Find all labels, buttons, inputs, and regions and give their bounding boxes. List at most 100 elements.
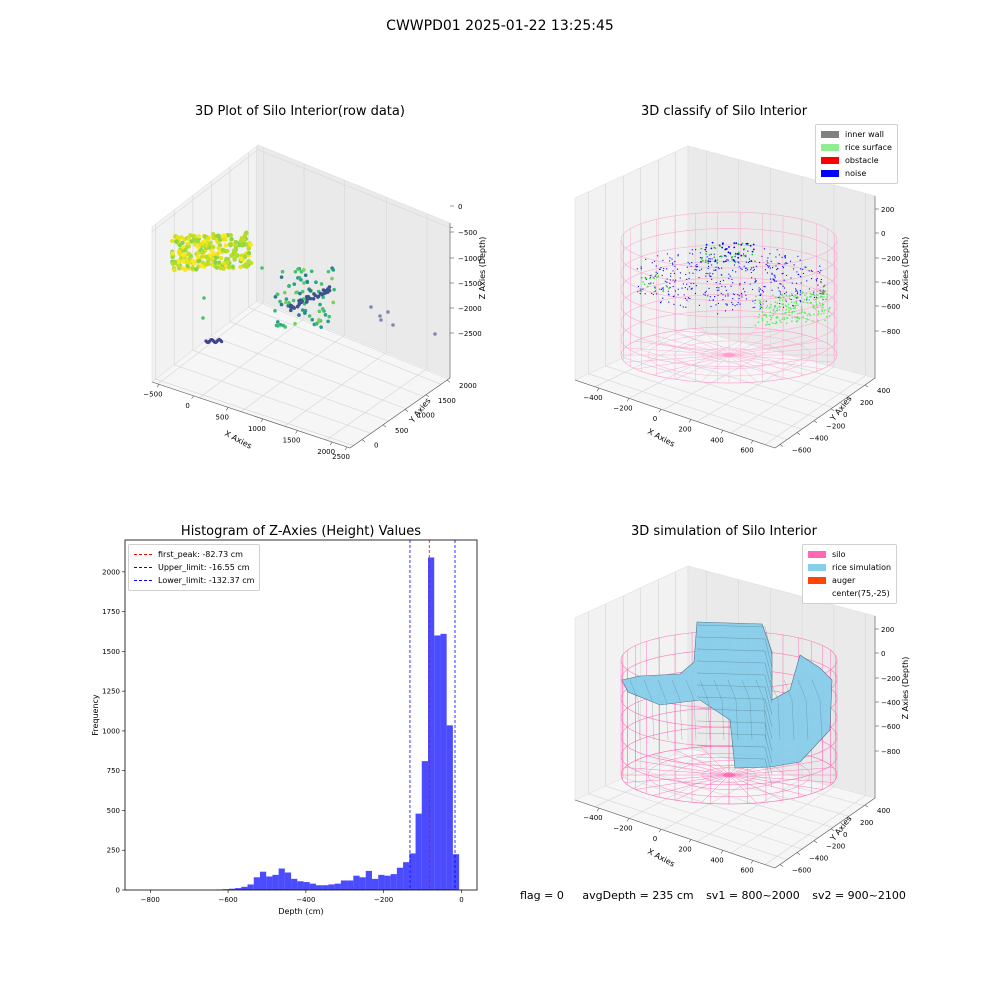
rice-surface-point bbox=[656, 276, 658, 279]
histogram-bar bbox=[253, 877, 260, 890]
noise-point bbox=[696, 266, 698, 268]
noise-point bbox=[769, 253, 771, 255]
x-tick bbox=[295, 430, 298, 434]
mesh-line bbox=[643, 679, 655, 741]
rice-surface-point bbox=[823, 309, 826, 312]
noise-point bbox=[745, 261, 747, 263]
noise-point bbox=[691, 261, 693, 264]
noise-point bbox=[795, 290, 797, 292]
noise-point bbox=[637, 291, 639, 293]
noise-point bbox=[654, 275, 656, 277]
noise-point bbox=[754, 299, 756, 301]
data-point bbox=[174, 239, 179, 244]
data-point bbox=[172, 267, 177, 273]
noise-point bbox=[653, 260, 656, 262]
data-point bbox=[297, 302, 302, 306]
noise-point bbox=[714, 260, 716, 263]
data-point bbox=[291, 298, 296, 303]
noise-point bbox=[710, 305, 712, 308]
noise-point bbox=[759, 288, 762, 290]
histogram-bar bbox=[434, 635, 441, 890]
noise-point bbox=[806, 280, 808, 282]
noise-point bbox=[659, 302, 662, 304]
noise-point bbox=[796, 292, 799, 295]
data-point bbox=[326, 319, 330, 324]
rice-surface-point bbox=[768, 323, 771, 326]
noise-point bbox=[712, 299, 714, 301]
rice-surface-point bbox=[642, 281, 644, 283]
noise-point bbox=[736, 304, 738, 306]
noise-point bbox=[713, 253, 715, 255]
data-point bbox=[216, 245, 221, 251]
data-point bbox=[176, 263, 181, 268]
noise-point bbox=[738, 295, 740, 297]
z-tick-label: −2500 bbox=[458, 330, 482, 338]
noise-point bbox=[740, 267, 742, 269]
x-tick bbox=[156, 384, 160, 388]
rice-surface-point bbox=[806, 301, 808, 304]
rice-surface-point bbox=[821, 310, 824, 313]
data-point bbox=[229, 236, 234, 242]
inner-wall-point bbox=[819, 290, 822, 292]
rice-surface-point bbox=[700, 260, 702, 263]
y-tick-label: 250 bbox=[107, 847, 120, 855]
noise-point bbox=[660, 288, 662, 291]
rice-surface-point bbox=[788, 297, 791, 300]
legend-line bbox=[134, 580, 152, 581]
rice-surface-point bbox=[766, 321, 769, 323]
noise-point bbox=[774, 275, 776, 277]
noise-point bbox=[649, 274, 651, 277]
noise-point bbox=[705, 250, 707, 253]
rice-surface-point bbox=[781, 308, 784, 311]
rice-surface-point bbox=[734, 261, 737, 264]
figure-title: CWWPD01 2025-01-22 13:25:45 bbox=[386, 18, 614, 34]
rice-surface-point bbox=[783, 318, 786, 321]
data-point bbox=[228, 233, 234, 238]
noise-point bbox=[705, 272, 707, 275]
histogram-bar bbox=[446, 725, 453, 890]
rice-surface-point bbox=[734, 253, 737, 256]
rice-surface-point bbox=[764, 313, 766, 316]
rice-surface-point bbox=[722, 260, 725, 263]
noise-point bbox=[687, 261, 689, 263]
rice-surface-point bbox=[740, 243, 743, 246]
rice-surface-point bbox=[793, 295, 795, 298]
noise-point bbox=[719, 283, 721, 285]
z-tick-label: −600 bbox=[881, 723, 900, 731]
histogram-legend: first_peak: -82.73 cm Upper_limit: -16.5… bbox=[128, 544, 261, 591]
noise-point bbox=[727, 259, 729, 261]
data-point bbox=[224, 256, 229, 262]
data-point bbox=[210, 262, 215, 267]
noise-point bbox=[689, 297, 691, 300]
noise-point bbox=[747, 261, 749, 264]
data-point bbox=[322, 291, 326, 296]
data-point bbox=[326, 269, 331, 274]
noise-point bbox=[661, 274, 663, 277]
rice-surface-point bbox=[707, 260, 710, 262]
noise-point bbox=[745, 298, 748, 300]
rice-surface-point bbox=[658, 288, 661, 291]
noise-point bbox=[745, 256, 747, 258]
rice-surface-point bbox=[649, 283, 651, 285]
noise-point bbox=[734, 305, 736, 307]
noise-point bbox=[795, 297, 797, 299]
y-tick-label: 1000 bbox=[102, 727, 120, 735]
noise-point bbox=[815, 296, 817, 298]
mesh-line bbox=[696, 696, 773, 728]
rice-surface-point bbox=[790, 301, 793, 304]
rice-surface-point bbox=[769, 311, 772, 314]
rice-surface-point bbox=[806, 314, 809, 317]
histogram-bar bbox=[403, 862, 410, 890]
noise-point bbox=[722, 294, 724, 296]
data-point bbox=[226, 265, 232, 270]
data-point bbox=[190, 265, 195, 271]
noise-point bbox=[674, 290, 676, 292]
data-point bbox=[273, 295, 278, 299]
noise-point bbox=[654, 290, 657, 292]
rice-surface-point bbox=[781, 318, 784, 320]
silo-floor-ray bbox=[728, 327, 758, 356]
